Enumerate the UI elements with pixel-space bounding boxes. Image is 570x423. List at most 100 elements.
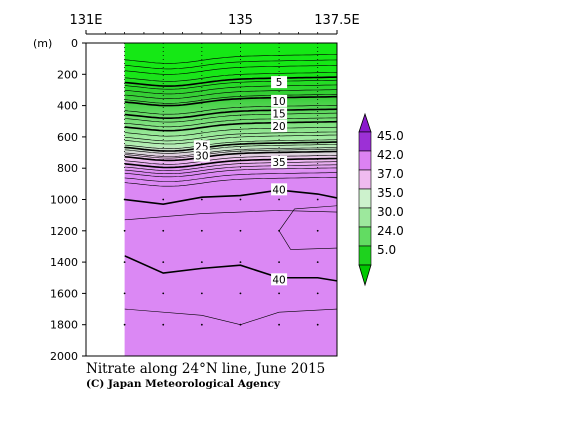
contour-label: 5 [276,77,283,89]
colorbar-segment [358,169,372,190]
sample-dot [239,229,242,232]
sample-dot [239,323,242,326]
colorbar-segment [358,131,372,152]
contour-label-bg [271,183,288,196]
contour-label-bg [271,94,288,107]
contour-label-bg [193,149,210,162]
sample-dot [200,198,203,201]
sample-dot [316,292,319,295]
colorbar-bottom-arrow [358,264,372,287]
y-tick-label: 800 [57,162,78,175]
colorbar-segment [358,188,372,209]
contour-line-thin [124,155,337,165]
contour-line-deep [278,205,337,250]
sample-dot [316,323,319,326]
contour-line-thin [124,59,337,70]
y-unit-label: (m) [33,37,52,50]
sample-dot [200,292,203,295]
y-tick-label: 0 [71,37,78,50]
sample-dot [200,323,203,326]
colorbar-segment [358,207,372,228]
sample-dot [123,323,126,326]
contour-line-bold [124,120,337,132]
contour-line-thin [124,164,337,174]
x-tick-label: 131E [69,13,102,28]
sample-dot [200,261,203,263]
sample-dot [123,229,126,232]
contour-line-bold [124,108,337,119]
contour-label: 30 [195,151,208,163]
contour-line-deep [124,210,337,221]
contour-line-thin [124,94,337,104]
sample-dot [123,261,126,263]
colorbar-segment [358,245,372,266]
contour-label-bg [271,76,288,89]
contour-line-bold [124,150,337,162]
contour-line-bold [124,95,337,107]
y-tick-label: 1200 [50,225,78,238]
contour-line-thin [124,84,337,95]
sample-dot [123,198,126,201]
sample-dot [239,198,242,201]
y-tick-label: 1400 [50,256,78,269]
contour-line-thin [124,105,337,115]
contour-label: 35 [272,157,285,169]
contour-line-thin [124,54,337,64]
contour-40-lower [124,255,337,282]
x-tick-label: 135 [228,13,253,28]
y-tick-label: 2000 [50,350,78,363]
contour-label-bg [271,155,288,168]
sample-dot [162,229,165,232]
sample-dot [162,323,165,326]
contour-label: 40 [272,184,285,196]
contour-line-thin [124,167,337,178]
colorbar-label: 45.0 [377,129,404,143]
sample-dot [316,229,319,232]
sample-dot [162,261,165,263]
sample-dot [278,323,280,326]
colorbar-label: 42.0 [377,148,404,162]
contour-40-upper [124,189,337,206]
contour-line-thin [124,134,337,145]
contour-label-bg [193,140,210,153]
sample-dot [278,229,280,232]
contour-line-bold [124,157,337,169]
contour-line-bold [124,141,337,152]
sample-dot [278,198,280,201]
chart-title: Nitrate along 24°N line, June 2015 [86,361,325,377]
y-tick-label: 400 [57,100,78,113]
sample-dot [316,198,319,201]
contour-label-bg [271,119,288,132]
contour-label: 20 [272,121,285,133]
y-tick-label: 1000 [50,194,78,207]
contour-label: 10 [272,96,285,108]
contour-lines [124,54,337,326]
credit-line: (C) Japan Meteorological Agency [86,378,281,390]
sample-dot [162,198,165,201]
contour-line-thin [124,161,337,171]
contour-line-thin [124,112,337,123]
contour-line-deep [290,247,337,250]
y-tick-label: 1800 [50,319,78,332]
contour-line-thin [124,177,337,187]
sample-dot [278,292,280,295]
colorbar-label: 24.0 [377,224,404,238]
contour-line-thin [124,172,337,182]
sample-dot [239,261,242,263]
colorbar-label: 37.0 [377,167,404,181]
sample-dot [316,261,319,263]
contour-line-thin [124,89,337,99]
sample-dot [123,292,126,295]
sample-dot [278,261,280,263]
contour-line-thin [124,131,337,142]
contour-line-thin [124,126,337,137]
y-tick-label: 600 [57,131,78,144]
contour-line-thin [124,72,337,82]
sample-dot [200,229,203,232]
y-tick-label: 200 [57,68,78,81]
contour-label-bg [271,107,288,120]
sample-dot [239,292,242,295]
colorbar-label: 5.0 [377,243,396,257]
contour-line-thin [124,65,337,75]
